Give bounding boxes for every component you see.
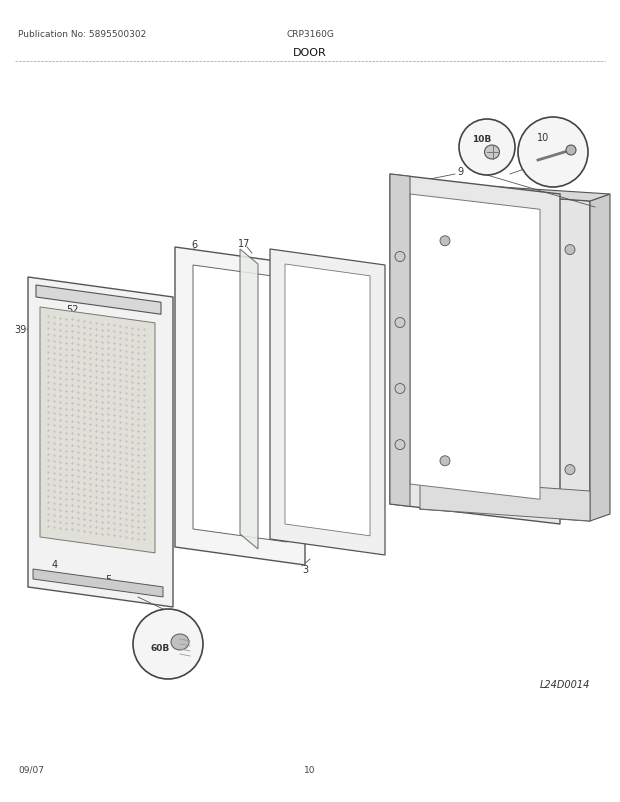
Circle shape <box>395 318 405 328</box>
Text: 17: 17 <box>238 239 250 249</box>
Polygon shape <box>193 265 287 542</box>
Text: 39: 39 <box>14 325 26 334</box>
Polygon shape <box>36 286 161 315</box>
Ellipse shape <box>566 146 576 156</box>
Text: OReplacement Parts.com: OReplacement Parts.com <box>244 415 376 424</box>
Text: DOOR: DOOR <box>293 48 327 58</box>
Polygon shape <box>590 195 610 521</box>
Circle shape <box>518 118 588 188</box>
Circle shape <box>133 610 203 679</box>
Text: 9: 9 <box>457 167 463 176</box>
Polygon shape <box>33 569 163 597</box>
Text: 5: 5 <box>105 574 111 585</box>
Polygon shape <box>390 175 560 525</box>
Polygon shape <box>285 265 370 537</box>
Polygon shape <box>420 190 590 521</box>
Polygon shape <box>240 249 258 549</box>
Text: 10: 10 <box>304 765 316 774</box>
Text: 8: 8 <box>342 443 348 452</box>
Circle shape <box>395 440 405 450</box>
Circle shape <box>565 465 575 475</box>
Text: 3: 3 <box>302 565 308 574</box>
Polygon shape <box>40 308 155 553</box>
Circle shape <box>395 384 405 394</box>
Text: 52: 52 <box>66 305 78 314</box>
Ellipse shape <box>171 634 189 650</box>
Text: 8: 8 <box>352 412 358 423</box>
Polygon shape <box>390 175 410 507</box>
Polygon shape <box>175 248 305 565</box>
Ellipse shape <box>484 146 500 160</box>
Text: 6: 6 <box>191 240 197 249</box>
Text: CRP3160G: CRP3160G <box>286 30 334 39</box>
Text: 09/07: 09/07 <box>18 765 44 774</box>
Text: 60B: 60B <box>151 644 170 653</box>
Text: 4: 4 <box>52 559 58 569</box>
Polygon shape <box>410 195 540 500</box>
Text: 10B: 10B <box>472 136 492 144</box>
Polygon shape <box>420 184 610 202</box>
Circle shape <box>440 456 450 466</box>
Circle shape <box>395 252 405 262</box>
Text: 10: 10 <box>537 133 549 143</box>
Circle shape <box>459 119 515 176</box>
Circle shape <box>440 237 450 246</box>
Polygon shape <box>28 277 173 607</box>
Text: L24D0014: L24D0014 <box>539 679 590 689</box>
Text: Publication No: 5895500302: Publication No: 5895500302 <box>18 30 146 39</box>
Text: 12: 12 <box>529 160 541 170</box>
Polygon shape <box>420 480 590 521</box>
Polygon shape <box>270 249 385 555</box>
Circle shape <box>565 245 575 255</box>
